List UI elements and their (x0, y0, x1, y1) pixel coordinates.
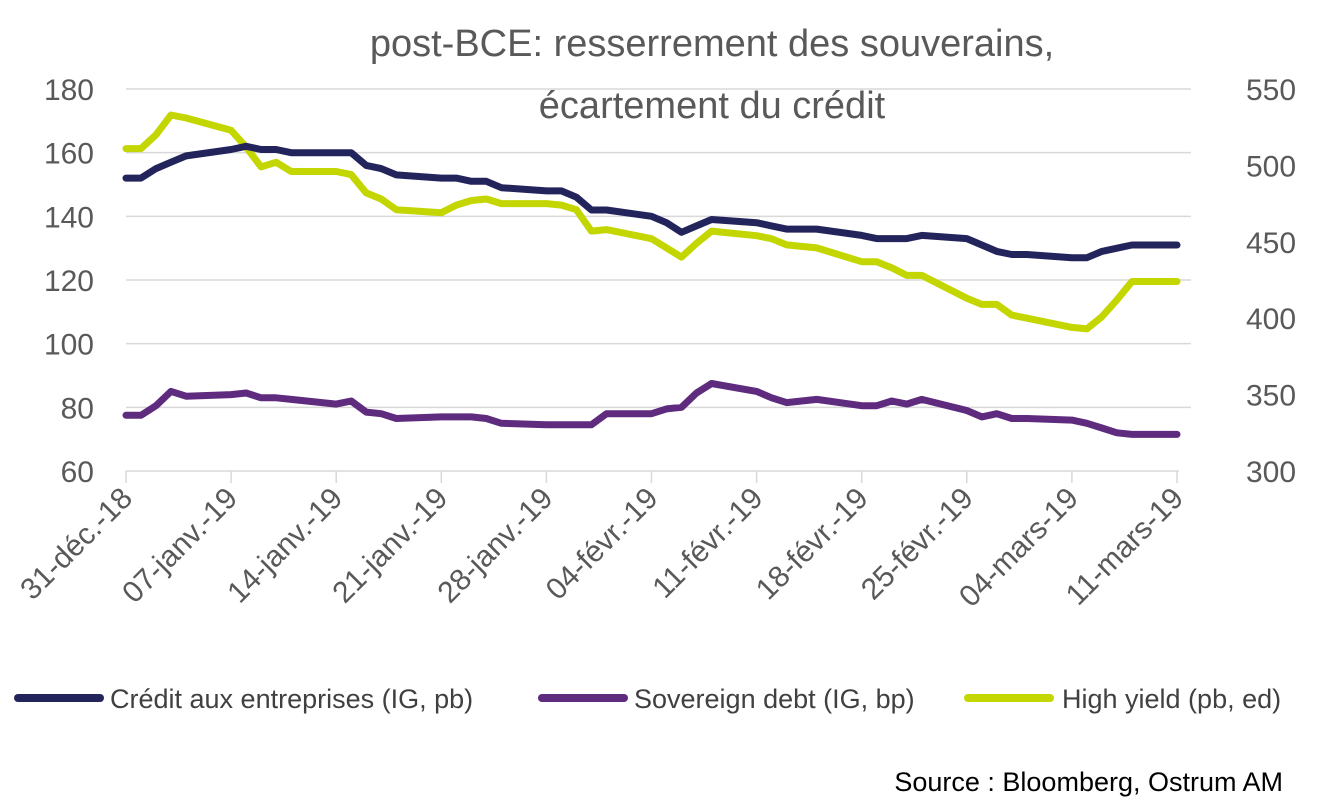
gridlines (126, 88, 1191, 409)
left-tick-label-60: 60 (61, 456, 94, 489)
right-tick-label-350: 350 (1246, 380, 1296, 413)
x-tick-label-18-fevr-19: 18-févr.-19 (750, 482, 875, 607)
right-tick-label-550: 550 (1246, 74, 1296, 107)
right-tick-label-400: 400 (1246, 303, 1296, 336)
legend-item-high-yield-pb-ed: High yield (pb, ed) (964, 684, 1281, 714)
series-line-high-yield-pb-ed (122, 111, 1181, 333)
right-tick-label-500: 500 (1246, 150, 1296, 183)
legend-label: High yield (pb, ed) (1062, 684, 1281, 714)
right-tick-label-300: 300 (1246, 456, 1296, 489)
x-tick-label-04-fevr-19: 04-févr.-19 (540, 482, 665, 607)
left-tick-label-100: 100 (44, 329, 94, 362)
x-tick-label-28-janv-19: 28-janv.-19 (431, 482, 559, 610)
right-axis-ticks: 300 350 400 450 500 550 (1246, 74, 1296, 489)
chart-title-line-1: post-BCE: resserrement des souverains, (370, 23, 1054, 65)
x-axis: 31-déc.-1807-janv.-1914-janv.-1921-janv.… (14, 470, 1190, 613)
series-lines (122, 111, 1181, 438)
legend-label: Crédit aux entreprises (IG, pb) (110, 684, 473, 714)
left-tick-label-140: 140 (44, 201, 94, 234)
left-tick-label-80: 80 (61, 392, 94, 425)
chart-title: post-BCE: resserrement des souverains, éc… (370, 23, 1054, 127)
right-tick-label-450: 450 (1246, 227, 1296, 260)
series-line-credit-aux-entreprises-ig-pb (122, 142, 1181, 262)
chart-title-line-2: écartement du crédit (539, 85, 886, 127)
legend-item-sovereign-debt-ig-bp: Sovereign debt (IG, bp) (538, 684, 915, 714)
left-tick-label-120: 120 (44, 265, 94, 298)
left-axis-ticks: 60 80 100 120 140 160 180 (44, 74, 94, 489)
legend-item-credit-aux-entreprises-ig-pb: Crédit aux entreprises (IG, pb) (14, 684, 473, 714)
legend-label: Sovereign debt (IG, bp) (634, 684, 915, 714)
left-tick-label-180: 180 (44, 74, 94, 107)
source-note: Source : Bloomberg, Ostrum AM (894, 767, 1283, 797)
legend: Crédit aux entreprises (IG, pb) Sovereign… (14, 684, 1281, 714)
left-tick-label-160: 160 (44, 138, 94, 171)
x-tick-label-11-fevr-19: 11-févr.-19 (646, 482, 769, 605)
series-line-sovereign-debt-ig-bp (122, 380, 1181, 438)
